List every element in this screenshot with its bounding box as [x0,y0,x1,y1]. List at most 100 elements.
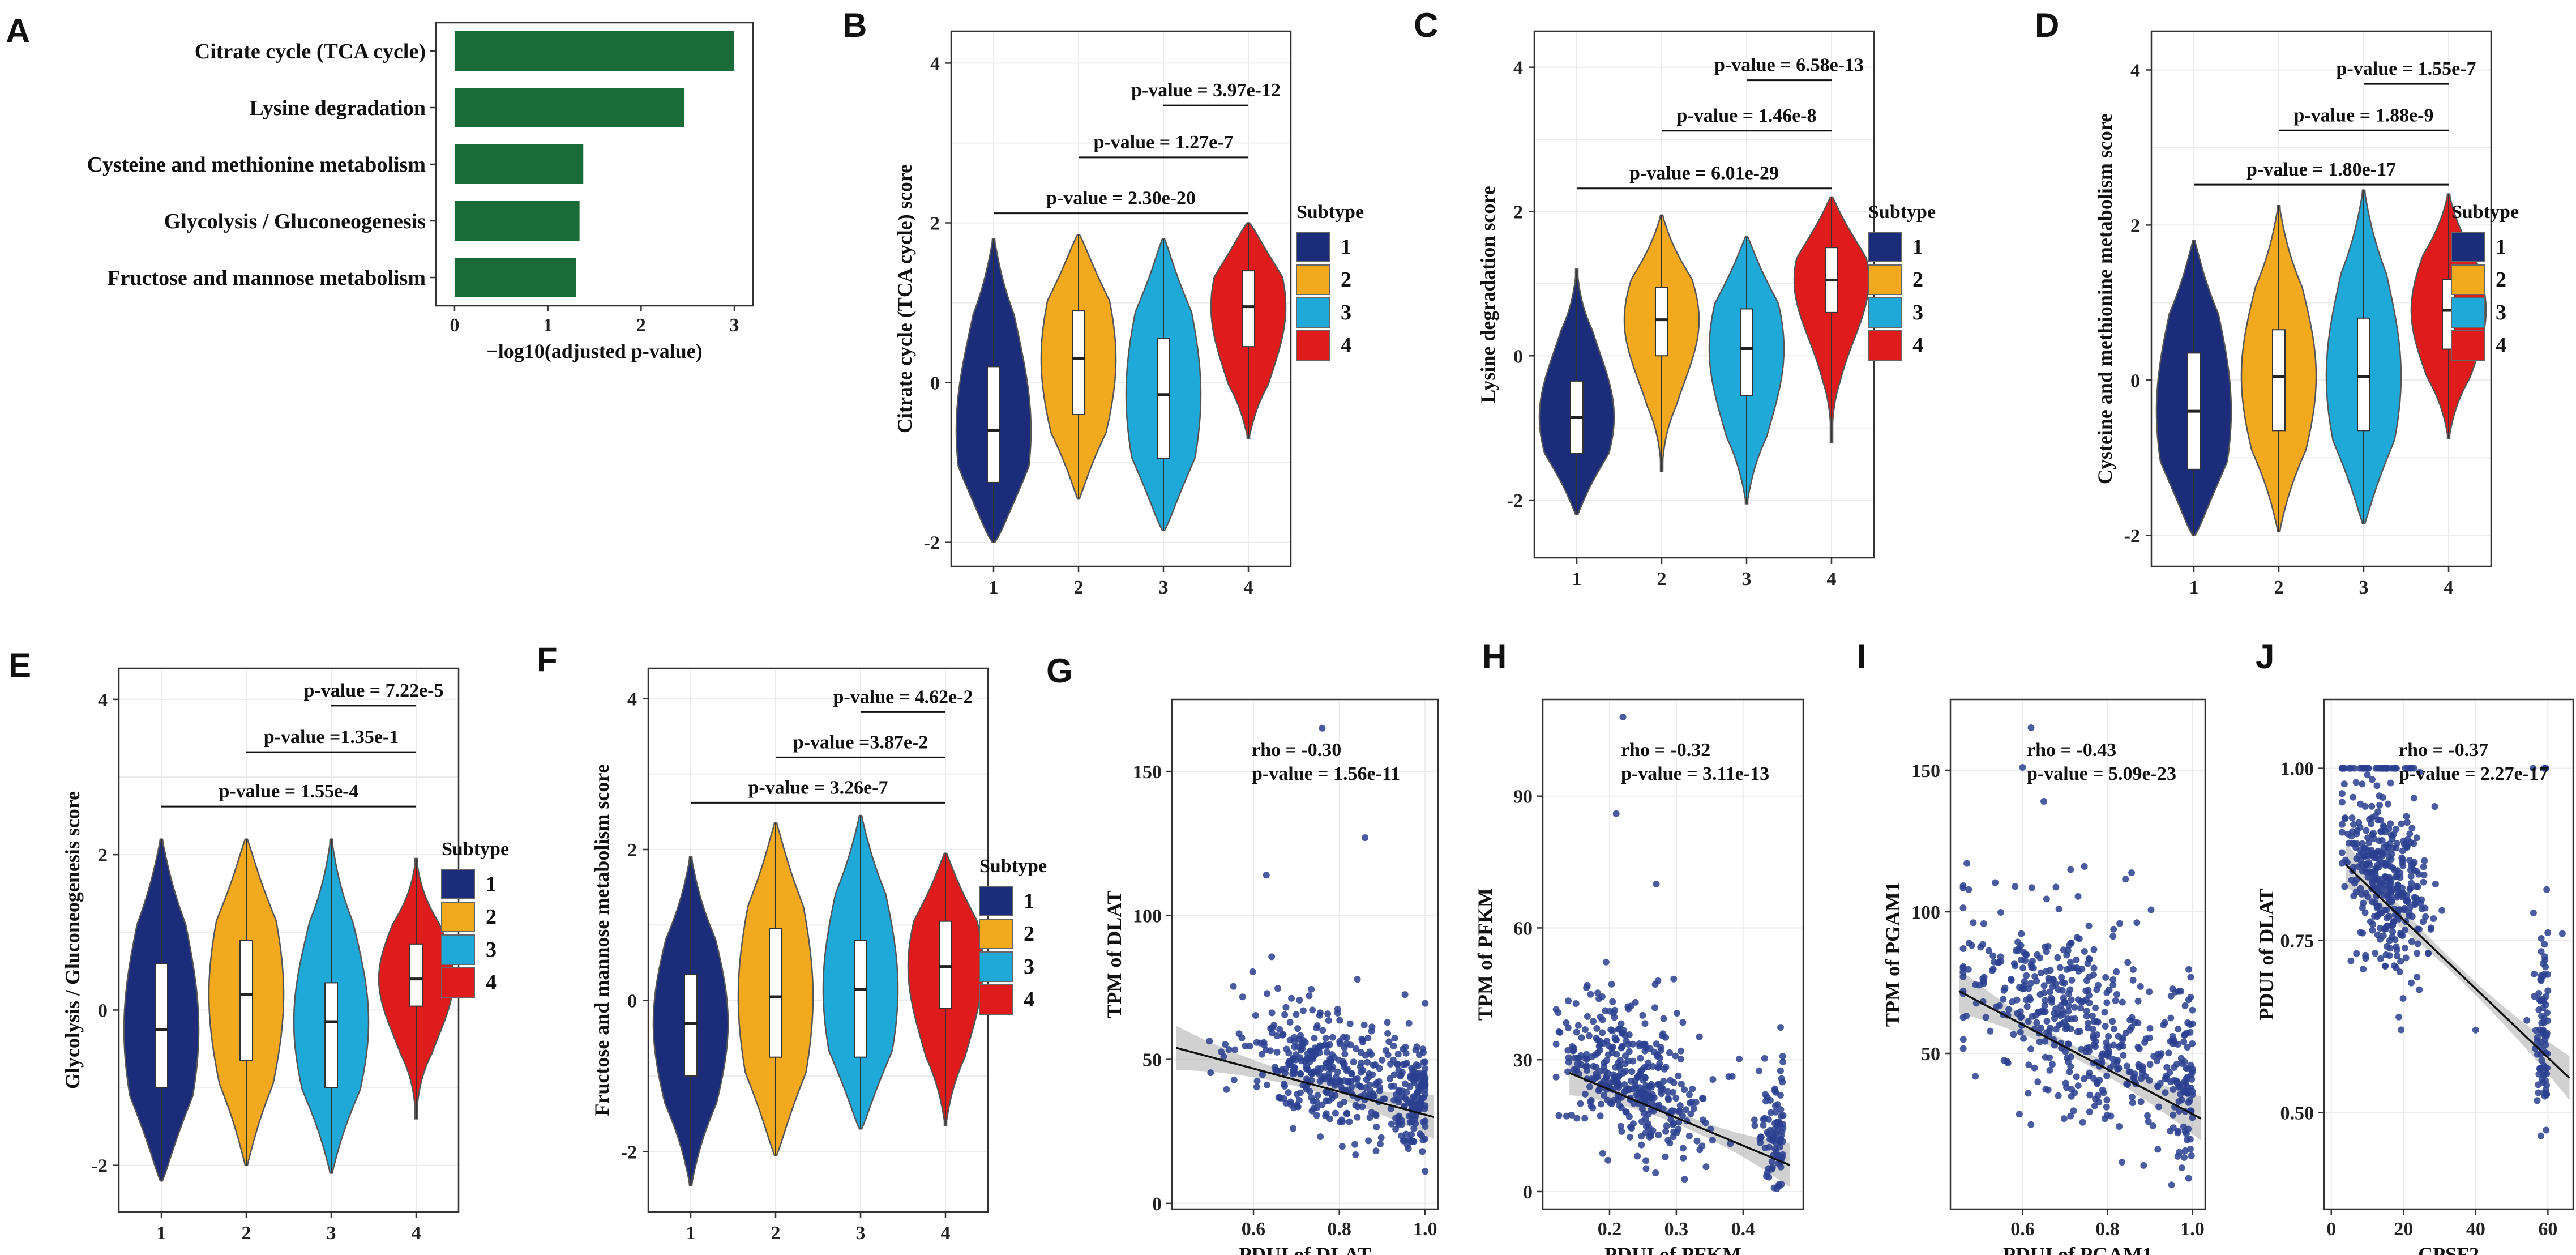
scatter-point [2418,905,2425,912]
scatter-point [2366,816,2373,823]
scatter-point [2414,974,2421,981]
scatter-point [1296,997,1303,1004]
scatter-point [2134,1043,2142,1051]
scatter-point [2086,1108,2093,1116]
scatter-point [2472,1026,2479,1034]
scatter-point [1406,1083,1414,1090]
scatter-point [2535,989,2543,997]
scatter-point [1621,1032,1629,1039]
scatter-point [2145,1118,2152,1125]
scatter-point [1638,1141,1645,1149]
scatter-point [2134,997,2142,1005]
box [854,940,867,1058]
x-tick-label: 60 [2538,1219,2557,1240]
scatter-point [1354,976,1361,983]
scatter-point [2128,1014,2136,1021]
scatter-point [2154,1146,2162,1153]
scatter-point [2124,959,2132,966]
scatter-point [1323,1048,1330,1056]
scatter-point [2406,904,2414,911]
panel-label-b: B [842,6,867,44]
scatter-point [2530,765,2537,772]
scatter-point [2376,792,2383,800]
scatter-point [1602,1007,1609,1014]
legend-label: 3 [1912,301,1923,325]
x-tick-label: 0.8 [1327,1219,1351,1240]
scatter-point [2383,906,2390,913]
p-value-label: p-value = 7.22e-5 [304,680,444,701]
scatter-point [1777,1024,1784,1031]
box [1157,338,1170,459]
scatter-point [2017,1008,2024,1015]
scatter-point [2415,925,2423,933]
regression-line [1569,1072,1791,1167]
legend-swatch [1296,330,1330,361]
scatter-point [2531,970,2538,977]
y-tick-label: 4 [98,690,108,711]
bar [454,144,584,184]
x-axis-title: CPSF2 [2418,1243,2479,1255]
scatter-point [2027,724,2035,731]
scatter-point [1592,1051,1599,1058]
scatter-point [2067,866,2074,873]
scatter-point [2083,1008,2090,1015]
scatter-point [1323,1097,1330,1104]
legend-label: 4 [1912,334,1923,357]
scatter-point [1268,1030,1276,1036]
scatter-point [1654,1081,1661,1088]
scatter-point [1286,1036,1294,1044]
p-value-label: p-value = 1.55e-7 [2337,58,2476,79]
scatter-point [2402,954,2410,962]
scatter-point [1728,1073,1736,1080]
scatter-point [2184,1044,2191,1051]
scatter-point [2406,886,2414,893]
y-axis-title: TPM of DLAT [1103,890,1126,1018]
scatter-point [2023,1003,2031,1010]
scatter-point [2359,780,2366,788]
y-tick-label: 2 [2130,215,2140,236]
scatter-point [2079,1119,2086,1126]
scatter-point [2043,948,2050,955]
scatter-point [1368,1051,1375,1058]
scatter-point [2083,1013,2090,1020]
scatter-point [2063,966,2070,973]
scatter-point [1273,1048,1281,1056]
scatter-point [2350,893,2357,900]
scatter-point [2349,828,2356,835]
scatter-point [1687,1110,1694,1117]
scatter-point [2146,1025,2154,1032]
scatter-point [1405,1145,1412,1152]
scatter-point [1207,1069,1214,1077]
scatter-point [2189,1006,2196,1014]
panel-label-d: D [2035,6,2059,44]
scatter-point [1629,1057,1637,1065]
scatter-point [1672,1052,1679,1060]
scatter-point [2398,1026,2405,1034]
scatter-point [1319,1027,1326,1034]
scatter-point [1313,1098,1320,1105]
scatter-point [2073,934,2081,941]
scatter-point [1398,1132,1405,1139]
scatter-point [2543,1031,2550,1038]
scatter-point [2171,1077,2178,1084]
scatter-point [1638,1118,1645,1125]
scatter-point [1619,1043,1626,1050]
scatter-point [1577,1061,1585,1068]
stats-rho: rho = -0.37 [2399,740,2488,761]
scatter-point [2141,1039,2149,1046]
scatter-point [1634,1073,1642,1081]
scatter-point [2438,907,2446,914]
scatter-point [1372,1061,1379,1068]
scatter-point [1621,1060,1629,1068]
scatter-point [1595,995,1603,1002]
scatter-point [2041,1002,2048,1009]
scatter-point [2174,1152,2181,1160]
scatter-point [2063,951,2070,959]
scatter-point [1608,980,1615,988]
scatter-point [1325,1070,1333,1078]
plot-frame [1171,698,1439,1210]
scatter-point [2403,844,2411,851]
scatter-point [1403,1088,1410,1096]
scatter-point [1621,1052,1629,1060]
stats-rho: rho = -0.43 [2027,740,2116,761]
